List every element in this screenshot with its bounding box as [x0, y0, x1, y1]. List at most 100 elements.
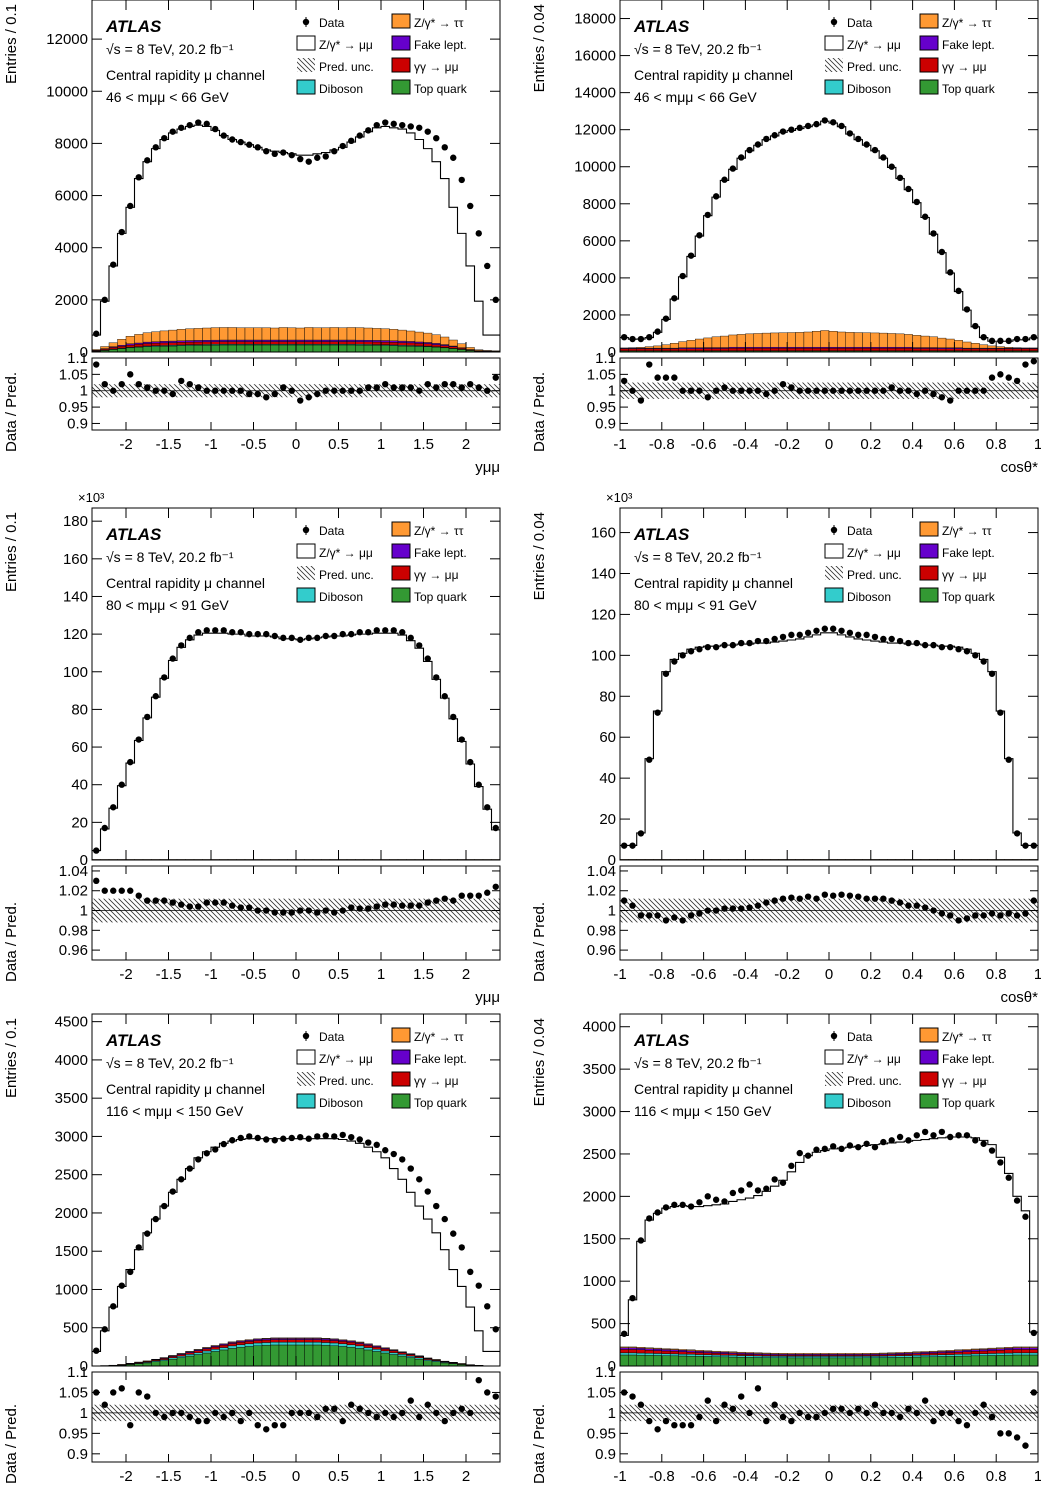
ratio-point	[365, 905, 371, 911]
data-point	[738, 1187, 744, 1193]
bkg-top-bar	[152, 347, 161, 352]
bkg-top-bar	[169, 1359, 178, 1366]
bkg-top-bar	[415, 1359, 424, 1366]
ratio-point	[212, 1410, 218, 1416]
data-point	[788, 632, 794, 638]
ratio-y-axis-label: Data / Pred.	[531, 1404, 548, 1484]
legend-top: Top quark	[392, 1094, 468, 1110]
bkg-ztautau-bar	[704, 338, 712, 348]
bkg-ztautau-bar	[704, 1351, 712, 1352]
legend-swatch	[825, 36, 843, 50]
bkg-diboson-bar	[862, 1356, 870, 1358]
bkg-top-bar	[432, 1362, 441, 1366]
ratio-point	[980, 1402, 986, 1408]
bkg-diboson-bar	[754, 1356, 762, 1358]
bkg-top-bar	[245, 1346, 254, 1366]
data-point	[797, 1150, 803, 1156]
legend-swatch	[920, 80, 938, 94]
x-tick-label: -1	[613, 966, 626, 983]
bkg-ztautau-bar	[271, 328, 280, 340]
bkg-fake-bar	[203, 340, 212, 342]
bkg-gammagamma-bar	[988, 1351, 996, 1354]
bkg-ztautau-bar	[449, 340, 458, 346]
data-point	[830, 119, 836, 125]
bkg-diboson-bar	[946, 1355, 954, 1357]
bkg-fake-bar	[169, 341, 178, 343]
data-point	[763, 638, 769, 644]
legend-ztautau: Z/γ* → ττ	[920, 522, 992, 538]
data-point	[663, 671, 669, 677]
ratio-point	[450, 381, 456, 387]
bkg-top-bar	[779, 1358, 787, 1366]
data-point	[905, 186, 911, 192]
ratio-point	[484, 890, 490, 896]
bkg-top-bar	[271, 345, 280, 352]
data-point	[671, 295, 677, 301]
bkg-diboson-bar	[330, 1343, 339, 1346]
ratio-point	[838, 891, 844, 897]
bkg-ztautau-bar	[879, 1353, 887, 1354]
data-point	[646, 1215, 652, 1221]
atlas-label: ATLAS	[105, 1031, 162, 1050]
data-point	[1006, 338, 1012, 344]
ratio-point	[110, 888, 116, 894]
bkg-top-bar	[330, 345, 339, 352]
bkg-gammagamma-bar	[254, 342, 263, 345]
legend-label: Diboson	[319, 82, 363, 96]
atlas-label: ATLAS	[105, 525, 162, 544]
ratio-point	[847, 388, 853, 394]
ratio-point	[187, 903, 193, 909]
bkg-fake-bar	[245, 340, 254, 342]
prediction-line	[92, 633, 500, 860]
y-tick-label: 3000	[55, 1128, 88, 1145]
bkg-gammagamma-bar	[946, 349, 954, 351]
data-point	[1031, 842, 1037, 848]
ratio-point	[204, 388, 210, 394]
bkg-top-bar	[729, 1357, 737, 1366]
data-point	[314, 635, 320, 641]
data-point	[161, 1203, 167, 1209]
ratio-point	[314, 909, 320, 915]
data-point	[229, 136, 235, 142]
bkg-top-bar	[862, 1358, 870, 1366]
bkg-fake-bar	[152, 342, 161, 343]
ratio-point	[663, 1418, 669, 1424]
bkg-gammagamma-bar	[921, 1354, 929, 1356]
data-point	[323, 153, 329, 159]
ratio-point	[797, 1410, 803, 1416]
data-point	[391, 627, 397, 633]
bkg-ztautau-bar	[339, 1340, 348, 1341]
bkg-ztautau-bar	[1005, 347, 1013, 348]
data-point	[621, 842, 627, 848]
bkg-fake-bar	[653, 1349, 661, 1351]
ratio-point	[187, 1414, 193, 1420]
ratio-point	[408, 1397, 414, 1403]
bkg-gammagamma-bar	[737, 348, 745, 350]
ratio-point	[897, 388, 903, 394]
ratio-point	[484, 388, 490, 394]
legend-swatch	[297, 566, 315, 580]
ratio-point	[629, 388, 635, 394]
bkg-ztautau-bar	[1030, 1347, 1038, 1348]
bkg-ztautau-bar	[720, 1351, 728, 1352]
y-tick-label: 2000	[583, 307, 616, 324]
bkg-ztautau-bar	[169, 330, 178, 341]
data-point	[830, 626, 836, 632]
x-tick-label: 0	[292, 436, 300, 453]
ratio-point	[730, 905, 736, 911]
bkg-top-bar	[339, 345, 348, 352]
bkg-gammagamma-bar	[645, 1350, 653, 1353]
ratio-point	[889, 384, 895, 390]
legend-label: Fake lept.	[942, 546, 995, 560]
bkg-ztautau-bar	[729, 335, 737, 347]
data-point	[889, 636, 895, 642]
bkg-diboson-bar	[770, 1356, 778, 1358]
ratio-point	[788, 384, 794, 390]
bkg-fake-bar	[628, 1348, 636, 1350]
bkg-fake-bar	[313, 340, 322, 342]
data-point	[863, 632, 869, 638]
bkg-diboson-bar	[356, 1346, 365, 1349]
bkg-gammagamma-bar	[245, 1341, 254, 1343]
ratio-point	[433, 384, 439, 390]
data-point	[340, 143, 346, 149]
